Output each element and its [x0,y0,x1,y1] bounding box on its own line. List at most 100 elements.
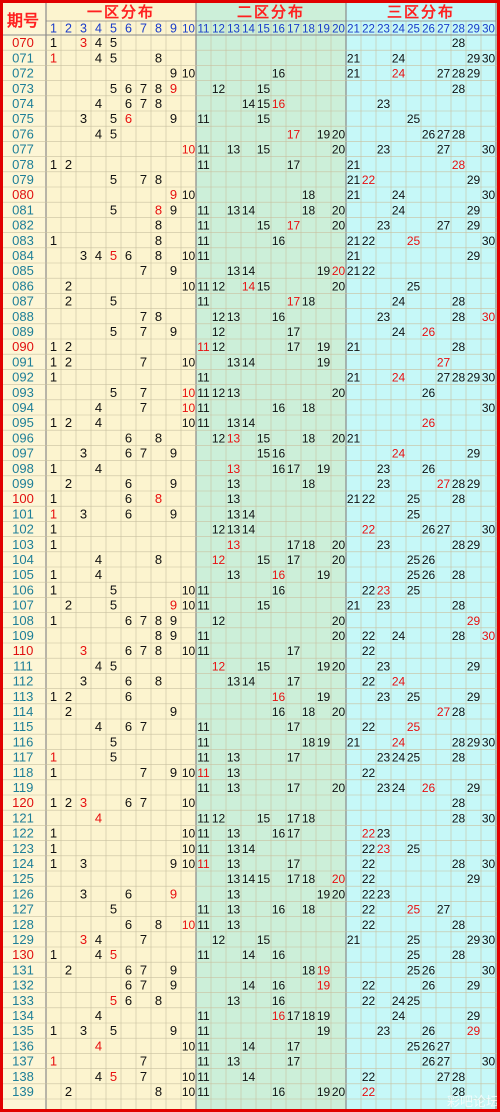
drawn-number: 1 [50,35,57,50]
drawn-number: 4 [95,1008,102,1023]
drawn-number: 9 [170,324,177,339]
drawn-number: 14 [242,675,256,689]
drawn-number: 11 [197,234,210,248]
drawn-number: 29 [467,203,481,217]
draw-row: 120 1 2 3 6 7 10 28 [12,795,465,810]
draw-row: 117 1 5 11 13 17 23 24 25 28 [13,750,466,765]
drawn-number: 27 [437,705,451,719]
draw-row: 093 5 7 10 11 12 13 20 26 [12,385,435,400]
drawn-number: 13 [227,538,241,552]
draw-row: 109 8 9 11 20 22 24 28 30 [12,628,495,643]
period-number: 075 [12,111,34,126]
drawn-number: 28 [452,67,466,81]
drawn-number: 13 [227,675,241,689]
draw-row: 076 4 5 17 19 20 26 27 28 [12,126,465,141]
drawn-number: 4 [95,947,102,962]
draw-row: 105 1 4 13 16 19 25 26 28 [12,567,465,582]
drawn-number: 11 [197,371,210,385]
drawn-number: 22 [362,264,376,278]
drawn-number: 17 [287,720,301,734]
period-number: 135 [12,1023,34,1038]
drawn-number: 14 [242,948,256,962]
drawn-number: 25 [407,933,421,947]
drawn-number: 24 [392,371,406,385]
drawn-number: 22 [362,492,376,506]
drawn-number: 17 [287,158,301,172]
drawn-number: 6 [125,111,132,126]
drawn-number: 29 [467,67,481,81]
drawn-number: 28 [452,340,466,354]
drawn-number: 2 [65,157,72,172]
column-number-row: 1 2 3 4 5 6 7 8 9 10 11 12 13 14 15 16 17 18 19 20 21 22 23 24 2… [50,22,495,36]
drawn-number: 11 [197,416,210,430]
drawn-number: 2 [65,278,72,293]
drawn-number: 4 [95,552,102,567]
drawn-number: 29 [467,690,481,704]
drawn-number: 4 [95,1038,102,1053]
draw-row: 132 6 7 9 14 16 19 22 26 29 [12,978,480,993]
drawn-number: 29 [467,979,481,993]
period-number: 100 [12,491,34,506]
draw-row: 100 1 6 8 13 21 22 25 28 [12,491,465,506]
draw-row: 125 13 14 15 17 18 20 22 29 [12,871,480,886]
draw-row: 124 1 3 9 10 11 13 17 22 28 30 [12,856,495,871]
drawn-number: 20 [332,538,346,552]
drawn-number: 7 [140,309,147,324]
drawn-number: 29 [467,735,481,749]
period-number: 111 [13,658,33,673]
drawn-number: 22 [362,234,376,248]
period-number: 101 [12,506,34,521]
drawn-number: 23 [377,690,391,704]
drawn-number: 21 [347,599,361,613]
drawn-number: 5 [110,172,117,187]
drawn-number: 29 [467,933,481,947]
column-number-20: 20 [332,24,345,36]
drawn-number: 4 [95,719,102,734]
drawn-number: 11 [197,401,210,415]
drawn-number: 10 [182,386,196,400]
drawn-number: 10 [182,918,196,932]
drawn-number: 3 [80,111,87,126]
draw-row: 083 1 8 11 16 21 22 25 30 [12,233,495,248]
draw-row: 129 3 4 7 12 15 21 25 29 30 [12,932,495,947]
drawn-number: 3 [80,506,87,521]
draw-row: 096 6 8 12 13 15 18 20 21 [12,430,360,445]
drawn-number: 11 [197,1039,210,1053]
drawn-number: 28 [452,751,466,765]
drawn-number: 3 [80,1023,87,1038]
drawn-number: 19 [317,462,331,476]
drawn-number: 24 [392,51,406,65]
drawn-number: 11 [197,857,210,871]
draw-row: 084 3 4 5 6 8 10 11 21 29 [12,248,480,263]
drawn-number: 10 [182,857,196,871]
period-number: 086 [12,278,34,293]
drawn-number: 28 [452,492,466,506]
drawn-number: 18 [302,735,316,749]
drawn-number: 25 [407,690,421,704]
drawn-number: 3 [80,446,87,461]
drawn-number: 11 [197,158,210,172]
drawn-number: 28 [452,127,466,141]
drawn-number: 26 [422,386,436,400]
period-number: 095 [12,415,34,430]
column-number-28: 28 [452,24,465,36]
drawn-number: 22 [362,918,376,932]
drawn-number: 16 [272,903,286,917]
drawn-number: 21 [347,249,361,263]
drawn-number: 13 [227,751,241,765]
drawn-number: 4 [95,461,102,476]
drawn-number: 22 [362,766,376,780]
drawn-number: 13 [227,857,241,871]
drawn-number: 7 [140,613,147,628]
drawn-number: 11 [197,720,210,734]
drawn-number: 22 [362,979,376,993]
drawn-number: 20 [332,386,346,400]
period-number: 106 [12,582,34,597]
drawn-number: 29 [467,51,481,65]
period-number: 097 [12,446,34,461]
drawn-number: 29 [467,872,481,886]
draw-row: 074 4 6 7 8 14 15 16 23 [12,96,390,111]
drawn-number: 7 [140,962,147,977]
drawn-number: 17 [287,675,301,689]
drawn-number: 22 [362,994,376,1008]
